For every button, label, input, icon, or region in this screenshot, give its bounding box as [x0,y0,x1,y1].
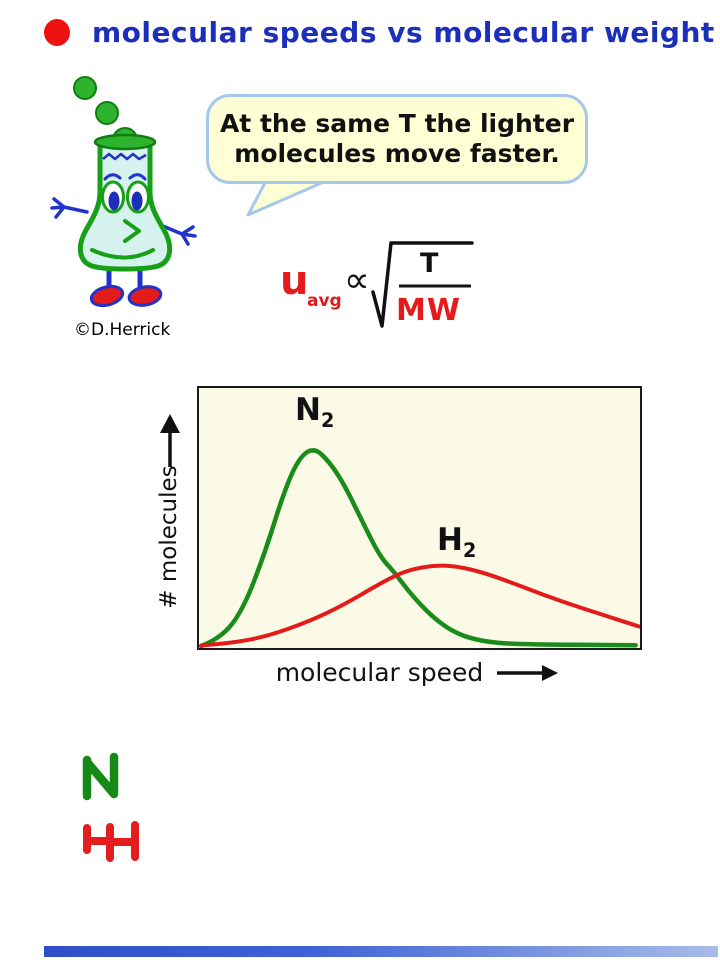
footer-gradient-bar [44,946,718,957]
distribution-curves [198,448,642,649]
bubble-icon [95,101,119,125]
x-axis-label-row: molecular speed [197,658,638,687]
formula-u-subscript: avg [307,291,342,311]
handwritten-annotations [82,752,139,862]
title-row: molecular speeds vs molecular weight [44,16,715,49]
y-axis-label: # molecules [156,465,182,609]
mascot-arms [50,197,197,246]
x-axis-label: molecular speed [275,658,484,687]
radical-sign [371,241,474,328]
formula-numerator: T [420,248,439,279]
proportional-symbol: ∝ [344,260,370,301]
mascot-nose [123,219,141,243]
liquid-wave [102,152,147,161]
formula-u: u [280,258,308,304]
page-title: molecular speeds vs molecular weight [92,16,715,49]
formula: u avg ∝ T MW [280,241,474,328]
mascot-eyes [101,180,150,214]
mascot-shoes [89,284,163,308]
speech-line-1: At the same T the lighter [219,108,575,138]
flask-rim [93,133,157,151]
speech-bubble-tail [246,180,328,217]
formula-denominator: MW [396,293,461,328]
mascot-eyebrows [103,173,147,181]
n2-curve-label: N2 [295,392,335,433]
H2-curve [199,563,642,648]
flask-body [77,141,173,272]
flask-mascot-illustration [50,76,197,308]
mascot-smile [90,248,155,260]
handwritten-h-red [83,821,139,862]
plot-area: N2 H2 [197,386,642,650]
bubble-icon [73,76,97,100]
x-axis-arrow-icon [497,664,559,681]
speech-bubble: At the same T the lighter molecules move… [206,94,588,184]
speech-line-2: molecules move faster. [234,139,560,168]
credit-text: ©D.Herrick [74,320,171,340]
N2-curve [198,448,638,649]
y-axis-arrow-icon [160,414,180,467]
handwritten-n-green [82,752,119,801]
h2-curve-label: H2 [437,522,477,563]
bullet-icon [44,19,70,46]
